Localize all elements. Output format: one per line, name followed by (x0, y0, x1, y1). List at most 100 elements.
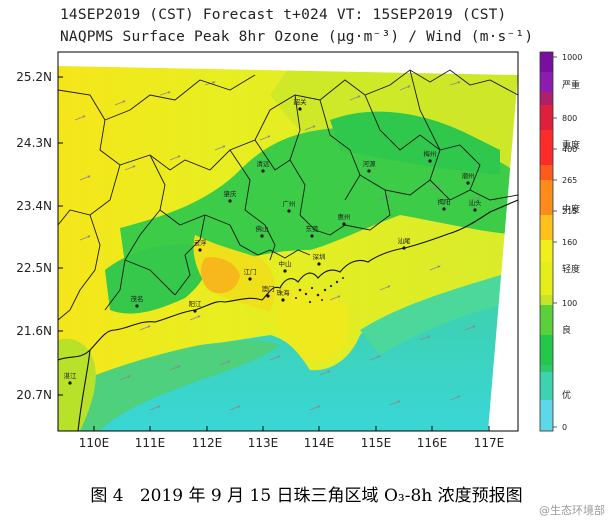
city-dot (342, 222, 346, 226)
lon-label: 112E (192, 436, 223, 450)
legend-swatch (540, 365, 553, 373)
city-label: 汕头 (469, 198, 483, 207)
latitude-axis: 25.2N 24.3N 23.4N 22.5N 21.6N 20.7N (16, 70, 63, 402)
city-label: 东莞 (306, 224, 320, 233)
legend-level-label: 轻度 (562, 263, 580, 275)
city-dot (428, 159, 432, 163)
lon-label: 110E (79, 436, 110, 450)
lat-label: 21.6N (16, 324, 52, 338)
legend-swatch (540, 105, 553, 131)
city-dot (228, 199, 232, 203)
city-label: 湛江 (64, 372, 78, 380)
city-dot (466, 181, 470, 185)
city-label: 深圳 (313, 252, 326, 261)
city-label: 佛山 (256, 224, 269, 233)
lon-label: 111E (135, 436, 166, 450)
figure-caption: 图 4 2019 年 9 月 15 日珠三角区域 O₃-8h 浓度预报图 (0, 481, 613, 506)
city-label: 清远 (257, 159, 271, 168)
leizhou-coast (77, 349, 91, 431)
lon-label: 113E (248, 436, 279, 450)
legend-swatch (540, 262, 553, 296)
city-label: 潮州 (462, 171, 475, 180)
legend-tick-label: 215 (562, 207, 577, 216)
city-dot (193, 309, 197, 313)
legend-frame (539, 51, 554, 432)
city-dot (198, 248, 202, 252)
wind-vectors (74, 81, 481, 411)
city-label: 阳江 (189, 299, 203, 308)
watermark: @生态环境部 (539, 504, 605, 517)
legend-swatch (540, 295, 553, 306)
city-dot (281, 298, 285, 302)
city-dot (135, 304, 139, 308)
legend-swatch (540, 240, 553, 263)
map-title-variable: NAQPMS Surface Peak 8hr Ozone (μg·m⁻³) /… (60, 29, 534, 45)
city-dot (287, 209, 291, 213)
city-label: 河源 (363, 159, 377, 168)
city-label: 广州 (283, 199, 296, 208)
lon-label: 117E (474, 436, 505, 450)
city-label: 惠州 (338, 212, 351, 221)
city-dot (266, 294, 270, 298)
legend-level-label: 严重 (562, 79, 580, 91)
legend-swatch (540, 372, 553, 401)
legend-tick-label: 0 (562, 423, 567, 432)
city-label: 汕尾 (398, 236, 412, 245)
figure-number: 图 4 (90, 486, 124, 506)
legend-swatch (540, 400, 553, 432)
legend-swatch (540, 52, 553, 73)
lat-label: 23.4N (16, 199, 52, 213)
city-dot (260, 234, 264, 238)
estuary-islands (295, 277, 344, 304)
legend-tick-label: 160 (562, 238, 577, 247)
city-label: 江门 (244, 267, 257, 276)
city-dot (68, 381, 72, 385)
lon-label: 115E (361, 436, 392, 450)
city-dot (261, 169, 265, 173)
city-label: 澳门 (262, 284, 275, 293)
concentration-field (58, 52, 518, 431)
lat-label: 20.7N (16, 388, 52, 402)
city-dot (283, 269, 287, 273)
legend-tick-label: 100 (562, 299, 577, 308)
legend-level-label: 重度 (562, 139, 580, 151)
legend-level-label: 中度 (562, 203, 580, 215)
city-dot (473, 208, 477, 212)
city-dot (298, 107, 302, 111)
map-frame (57, 51, 519, 432)
city-label: 揭阳 (438, 197, 451, 206)
legend-tick-label: 1000 (562, 53, 582, 62)
city-label: 茂名 (131, 294, 144, 303)
legend-level-label: 优 (562, 389, 571, 401)
city-label: 肇庆 (224, 189, 238, 198)
lat-label: 22.5N (16, 261, 52, 275)
legend-tick-label: 265 (562, 176, 577, 185)
city-markers (68, 107, 477, 385)
legend-swatch (540, 92, 553, 106)
legend-swatch (540, 130, 553, 166)
city-label: 韶关 (294, 97, 308, 106)
city-label: 珠海 (277, 288, 291, 297)
coastline (58, 199, 518, 361)
city-label: 梅州 (424, 149, 437, 158)
legend-swatch (540, 215, 553, 241)
legend-swatch (540, 72, 553, 93)
lon-label: 114E (304, 436, 335, 450)
city-dot (248, 277, 252, 281)
legend-tick-label: 400 (562, 145, 577, 154)
legend-swatch (540, 335, 553, 366)
longitude-axis: 110E 111E 112E 113E 114E 115E 116E 117E (79, 426, 505, 450)
legend-level-label: 良 (562, 324, 571, 336)
lat-label: 24.3N (16, 136, 52, 150)
city-dot (310, 234, 314, 238)
figure-caption-text: 2019 年 9 月 15 日珠三角区域 O₃-8h 浓度预报图 (139, 486, 523, 506)
city-dot (442, 207, 446, 211)
legend-swatch (540, 180, 553, 216)
lat-label: 25.2N (16, 70, 52, 84)
admin-boundaries (58, 69, 518, 321)
city-label: 中山 (279, 259, 292, 268)
city-dot (402, 246, 406, 250)
